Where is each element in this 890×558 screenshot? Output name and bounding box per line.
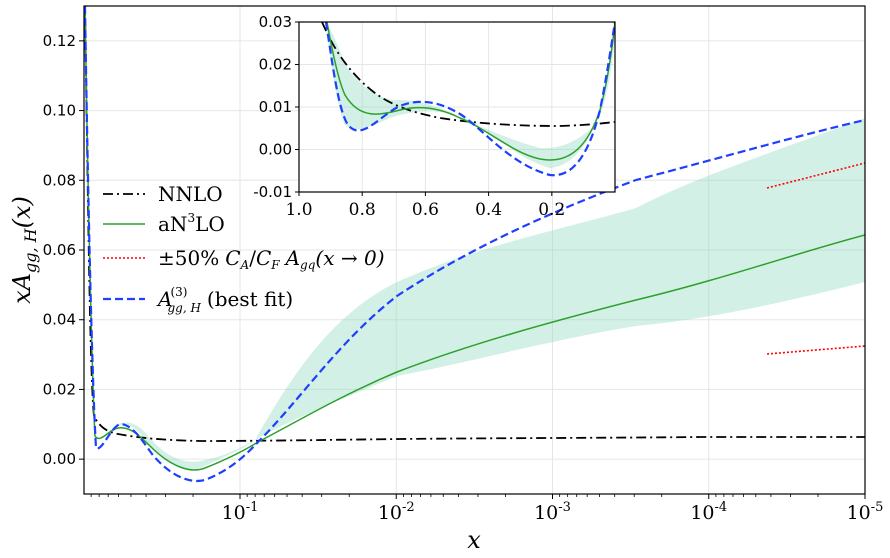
legend-nnlo-label: NNLO xyxy=(158,182,223,206)
y-label-sub: gg, H xyxy=(21,227,40,273)
main-y-ticks: 0.00 0.02 0.04 0.06 0.08 0.10 0.12 xyxy=(43,32,84,468)
main-x-ticks: 10-1 10-2 10-3 10-4 10-5 xyxy=(90,494,884,524)
y-axis-label: xAgg, H(x) xyxy=(8,196,40,304)
pm50-lower-line xyxy=(766,345,866,355)
inset-x-tick-label: 0.2 xyxy=(538,200,565,220)
main-y-tick-label: 0.04 xyxy=(43,311,76,329)
inset-y-tick-label: -0.01 xyxy=(253,183,292,201)
main-y-tick-label: 0.12 xyxy=(43,32,76,50)
legend-bestfit-label: A(3) gg, H (best fit) xyxy=(156,285,293,315)
legend-an3lo-label: aN3LO xyxy=(158,211,225,236)
inset-y-tick-label: 0.02 xyxy=(259,56,292,74)
main-y-tick-label: 0.06 xyxy=(43,241,76,259)
legend: NNLO aN3LO ±50% CA/CF Agq(x → 0) A(3) gg, H… xyxy=(103,182,385,315)
inset-chart: -0.01 0.00 0.01 0.02 0.03 1.0 0.8 0.6 0.4 0.2 xyxy=(253,13,616,220)
y-label-tail: (x) xyxy=(8,196,36,228)
inset-nnlo-line xyxy=(321,22,615,127)
inset-y-tick-label: 0.01 xyxy=(259,98,292,116)
main-x-tick-label: 10-2 xyxy=(378,500,415,524)
main-y-tick-label: 0.00 xyxy=(43,450,76,468)
main-y-tick-label: 0.02 xyxy=(43,380,76,398)
main-x-tick-label: 10-5 xyxy=(847,500,884,524)
inset-x-ticks: 1.0 0.8 0.6 0.4 0.2 xyxy=(285,192,565,220)
main-x-tick-label: 10-4 xyxy=(690,500,727,524)
y-label-main: xA xyxy=(8,273,36,304)
inset-y-ticks: -0.01 0.00 0.01 0.02 0.03 xyxy=(253,13,299,201)
svg-text:xAgg, H(x): xAgg, H(x) xyxy=(8,196,40,304)
x-axis-label: x xyxy=(467,526,481,554)
main-y-tick-label: 0.10 xyxy=(43,102,76,120)
uncertainty-band xyxy=(84,6,865,470)
inset-y-tick-label: 0.00 xyxy=(259,141,292,159)
inset-x-tick-label: 0.6 xyxy=(412,200,439,220)
pm50-upper-line xyxy=(766,162,866,189)
bestfit-series-line xyxy=(84,6,865,482)
inset-bestfit-line xyxy=(324,22,615,177)
main-x-tick-label: 10-1 xyxy=(222,500,259,524)
main-x-tick-label: 10-3 xyxy=(534,500,571,524)
legend-pm50-label: ±50% CA/CF Agq(x → 0) xyxy=(158,246,385,272)
inset-x-tick-label: 1.0 xyxy=(285,200,312,220)
nnlo-series-line xyxy=(84,6,865,442)
inset-x-tick-label: 0.4 xyxy=(475,200,502,220)
inset-x-tick-label: 0.8 xyxy=(349,200,376,220)
inset-y-tick-label: 0.03 xyxy=(259,13,292,31)
main-y-tick-label: 0.08 xyxy=(43,171,76,189)
